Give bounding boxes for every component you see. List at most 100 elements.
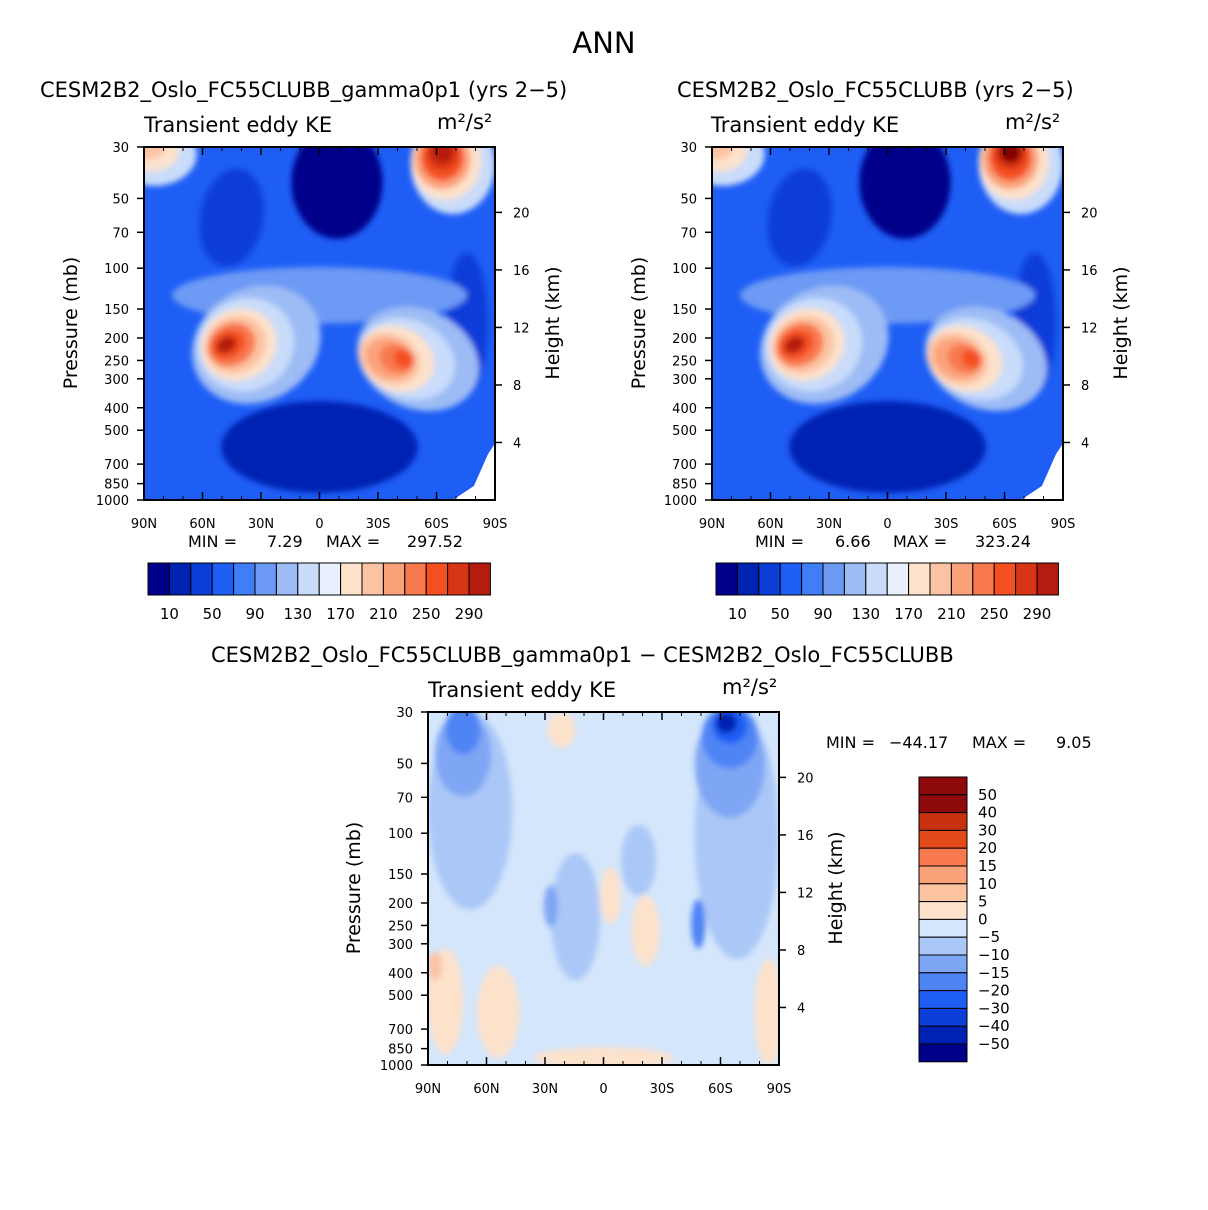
panel3-contour-fills — [428, 712, 779, 1065]
x-tick-label: 90N — [415, 1082, 441, 1097]
low-core-bottom — [789, 401, 986, 493]
low-upper-left — [767, 168, 833, 267]
colorbar-box — [382, 562, 406, 596]
panel1-max-value: 297.52 — [407, 532, 463, 551]
pos-south-tropics — [631, 895, 660, 967]
colorbar-box — [297, 562, 320, 596]
colorbar-box — [736, 562, 760, 596]
x-tick-label: 0 — [599, 1082, 607, 1097]
colorbar-box — [233, 562, 256, 596]
y-tick-label: 500 — [388, 989, 413, 1004]
y-tick-label: 30 — [680, 141, 697, 156]
y-tick-label: 400 — [104, 402, 129, 417]
y2-tick-label: 8 — [797, 944, 805, 959]
colorbar-box — [468, 562, 491, 596]
colorbar-box — [950, 562, 974, 596]
panel1-min-label: MIN = — [188, 532, 237, 551]
colorbar-box — [929, 562, 952, 596]
y2-tick-label: 4 — [1081, 436, 1089, 451]
y2-tick-label: 12 — [513, 321, 530, 336]
panel2-title: CESM2B2_Oslo_FC55CLUBB (yrs 2−5) — [677, 78, 1074, 102]
colorbar-label: 290 — [455, 605, 484, 623]
x-tick-label: 90N — [131, 517, 157, 532]
colorbar-box — [190, 562, 213, 596]
colorbar-label: 0 — [978, 910, 988, 928]
colorbar-box — [918, 990, 968, 1009]
y-tick-label: 30 — [396, 706, 413, 721]
y-tick-label: 1000 — [380, 1059, 413, 1074]
north-jet-level-6 — [216, 336, 237, 354]
panel2-units-label: m²/s² — [1005, 110, 1061, 134]
neg-right-core — [715, 712, 737, 734]
panel3-title: CESM2B2_Oslo_FC55CLUBB_gamma0p1 − CESM2B… — [211, 643, 954, 667]
panel3-units-label: m²/s² — [722, 675, 778, 699]
y-tick-label: 70 — [112, 226, 129, 241]
colorbar-label: −40 — [978, 1017, 1010, 1035]
y-tick-label: 850 — [104, 478, 129, 493]
colorbar-label: 20 — [978, 839, 997, 857]
panel3-contour-plot: 90N 60N 30N 0 30S 60S 90S 30 50 70 100 150 200 250 300… — [380, 706, 814, 1097]
colorbar-box — [918, 954, 968, 974]
y-tick-label: 150 — [672, 303, 697, 318]
colorbar-label: 90 — [813, 605, 832, 623]
colorbar-box — [425, 562, 449, 596]
panel2-colorbar: 10 50 90 130 170 210 250 290 — [715, 562, 1059, 623]
strat-left-level-2 — [144, 147, 166, 160]
colorbar-box — [211, 562, 235, 596]
colorbar-label: −15 — [978, 964, 1010, 982]
topography-mask — [452, 443, 495, 500]
panel3-axes: 90N 60N 30N 0 30S 60S 90S 30 50 70 100 150 200 250 300… — [380, 706, 814, 1097]
y-tick-label: 100 — [672, 262, 697, 277]
colorbar-box — [168, 562, 192, 596]
x-tick-label: 90N — [699, 517, 725, 532]
y-tick-label: 100 — [104, 262, 129, 277]
colorbar-label: 40 — [978, 804, 997, 822]
strat-max-level-5 — [431, 147, 453, 163]
colorbar-label: 10 — [978, 875, 997, 893]
x-tick-label: 30N — [816, 517, 842, 532]
panel1-axes: 90N 60N 30N 0 30S 60S 90S 30 50 70 100 150 200 250 300… — [96, 141, 530, 532]
pos-right — [754, 959, 779, 1065]
pos-bottom — [533, 1047, 674, 1065]
panel3-variable-label: Transient eddy KE — [428, 678, 617, 702]
colorbar-box — [318, 562, 342, 596]
topography-mask — [1020, 443, 1063, 500]
pos-equator — [599, 867, 622, 924]
colorbar-label: 170 — [894, 605, 923, 623]
south-jet-level-6 — [961, 349, 982, 368]
colorbar-box — [361, 562, 384, 596]
y-tick-label: 400 — [672, 402, 697, 417]
low-upper-left — [199, 168, 265, 267]
y2-tick-label: 12 — [797, 886, 814, 901]
panel1-contour-plot: 90N 60N 30N 0 30S 60S 90S 30 50 70 100 150 200 250 300… — [96, 141, 530, 532]
y2-tick-label: 8 — [513, 379, 521, 394]
panel1-contour-fills — [144, 147, 495, 500]
y-tick-label: 300 — [388, 938, 413, 953]
colorbar-box — [801, 562, 824, 596]
y2-tick-label: 16 — [1081, 264, 1098, 279]
colorbar-label: 170 — [326, 605, 355, 623]
colorbar-box — [886, 562, 910, 596]
colorbar-label: 30 — [978, 821, 997, 839]
x-tick-label: 60N — [189, 517, 215, 532]
south-jet-level-6 — [393, 349, 414, 368]
x-tick-label: 60S — [424, 517, 449, 532]
colorbar-label: 130 — [283, 605, 312, 623]
panel1-title: CESM2B2_Oslo_FC55CLUBB_gamma0p1 (yrs 2−5… — [40, 78, 568, 102]
colorbar-box — [918, 972, 968, 992]
colorbar-label: 250 — [980, 605, 1009, 623]
colorbar-label: 90 — [245, 605, 264, 623]
y-tick-label: 850 — [388, 1043, 413, 1058]
low-core-bottom — [221, 401, 418, 493]
x-tick-label: 0 — [315, 517, 323, 532]
y2-tick-label: 16 — [797, 829, 814, 844]
neg-center-core — [543, 884, 558, 928]
x-tick-label: 30S — [366, 517, 391, 532]
colorbar-box — [275, 562, 299, 596]
contour-layers — [144, 147, 495, 493]
y-tick-label: 30 — [112, 141, 129, 156]
colorbar-box — [254, 562, 277, 596]
y-tick-label: 50 — [396, 757, 413, 772]
colorbar-box — [715, 562, 738, 596]
